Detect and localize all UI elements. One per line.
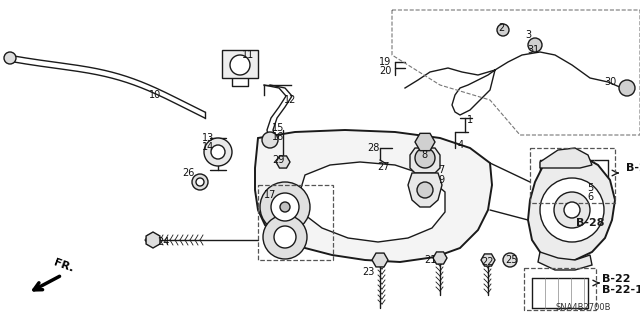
Text: 19: 19 <box>379 57 391 67</box>
Polygon shape <box>276 156 290 168</box>
Polygon shape <box>481 254 495 266</box>
Circle shape <box>417 182 433 198</box>
Polygon shape <box>528 155 615 262</box>
Text: 2: 2 <box>498 23 504 33</box>
Circle shape <box>192 174 208 190</box>
Text: 11: 11 <box>242 50 254 60</box>
Polygon shape <box>146 232 160 248</box>
Circle shape <box>196 178 204 186</box>
Text: 23: 23 <box>362 267 374 277</box>
Text: 5: 5 <box>587 183 593 193</box>
Text: 20: 20 <box>379 66 391 76</box>
Circle shape <box>260 182 310 232</box>
Circle shape <box>564 202 580 218</box>
Polygon shape <box>372 253 388 267</box>
Text: 14: 14 <box>202 142 214 152</box>
Text: 21: 21 <box>424 255 436 265</box>
Text: 6: 6 <box>587 192 593 202</box>
Circle shape <box>204 138 232 166</box>
Text: SNA4B2700B: SNA4B2700B <box>555 303 611 313</box>
Bar <box>258 185 333 260</box>
Text: 7: 7 <box>438 165 444 175</box>
Polygon shape <box>433 252 447 264</box>
Text: 25: 25 <box>506 255 518 265</box>
Text: 17: 17 <box>264 190 276 200</box>
Circle shape <box>230 55 250 75</box>
Text: 13: 13 <box>202 133 214 143</box>
Circle shape <box>274 226 296 248</box>
Circle shape <box>211 145 225 159</box>
Circle shape <box>271 193 299 221</box>
Circle shape <box>263 215 307 259</box>
Circle shape <box>503 253 517 267</box>
Polygon shape <box>408 173 442 207</box>
Text: 26: 26 <box>182 168 194 178</box>
Text: 8: 8 <box>421 150 427 160</box>
Polygon shape <box>410 148 440 173</box>
Polygon shape <box>538 252 592 270</box>
Bar <box>530 148 615 203</box>
Text: 3: 3 <box>525 30 531 40</box>
Text: 31: 31 <box>527 45 539 55</box>
Text: 9: 9 <box>438 175 444 185</box>
Circle shape <box>554 192 590 228</box>
FancyBboxPatch shape <box>222 50 258 78</box>
Text: B-28: B-28 <box>626 163 640 173</box>
Text: B-22-1: B-22-1 <box>602 285 640 295</box>
Circle shape <box>540 178 604 242</box>
Circle shape <box>415 148 435 168</box>
Circle shape <box>280 202 290 212</box>
Text: 10: 10 <box>149 90 161 100</box>
Circle shape <box>262 132 278 148</box>
Text: 24: 24 <box>157 237 169 247</box>
Polygon shape <box>298 162 445 242</box>
Circle shape <box>528 38 542 52</box>
Polygon shape <box>540 148 592 168</box>
Text: 29: 29 <box>272 155 284 165</box>
Text: 15: 15 <box>272 123 284 133</box>
Text: B-22: B-22 <box>602 274 630 284</box>
Text: 22: 22 <box>481 257 493 267</box>
Text: 27: 27 <box>377 162 389 172</box>
Circle shape <box>497 24 509 36</box>
Polygon shape <box>255 130 492 262</box>
Text: 28: 28 <box>367 143 379 153</box>
Text: 4: 4 <box>458 140 464 150</box>
Text: 16: 16 <box>272 132 284 142</box>
Text: FR.: FR. <box>52 257 75 274</box>
Polygon shape <box>415 133 435 151</box>
Text: 1: 1 <box>467 115 473 125</box>
Bar <box>524 268 596 310</box>
Text: 12: 12 <box>284 95 296 105</box>
Text: B-28: B-28 <box>576 218 605 228</box>
Circle shape <box>619 80 635 96</box>
Circle shape <box>4 52 16 64</box>
Text: 30: 30 <box>604 77 616 87</box>
